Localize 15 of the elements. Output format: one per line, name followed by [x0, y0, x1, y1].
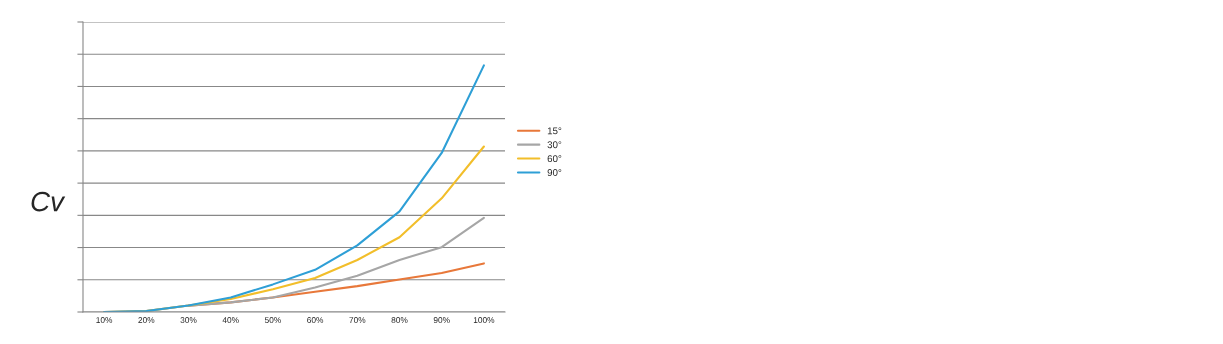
x-tick-label: 30%	[180, 317, 197, 323]
x-tick-label: 90%	[433, 317, 450, 323]
x-tick-label: 10%	[96, 317, 113, 323]
x-tick-label: 70%	[349, 317, 366, 323]
legend-label: 90°	[547, 169, 562, 176]
legend-label: 30°	[547, 141, 562, 149]
legend-label: 60°	[547, 155, 562, 163]
x-tick-label: 40%	[222, 317, 239, 323]
legend-label: 15°	[547, 127, 562, 135]
x-tick-label: 20%	[138, 317, 155, 323]
x-tick-label: 100%	[473, 317, 495, 323]
x-tick-label: 80%	[391, 317, 408, 323]
y-axis-title: Cv	[31, 191, 66, 212]
x-tick-label: 60%	[307, 317, 324, 323]
x-tick-label: 50%	[264, 317, 281, 323]
